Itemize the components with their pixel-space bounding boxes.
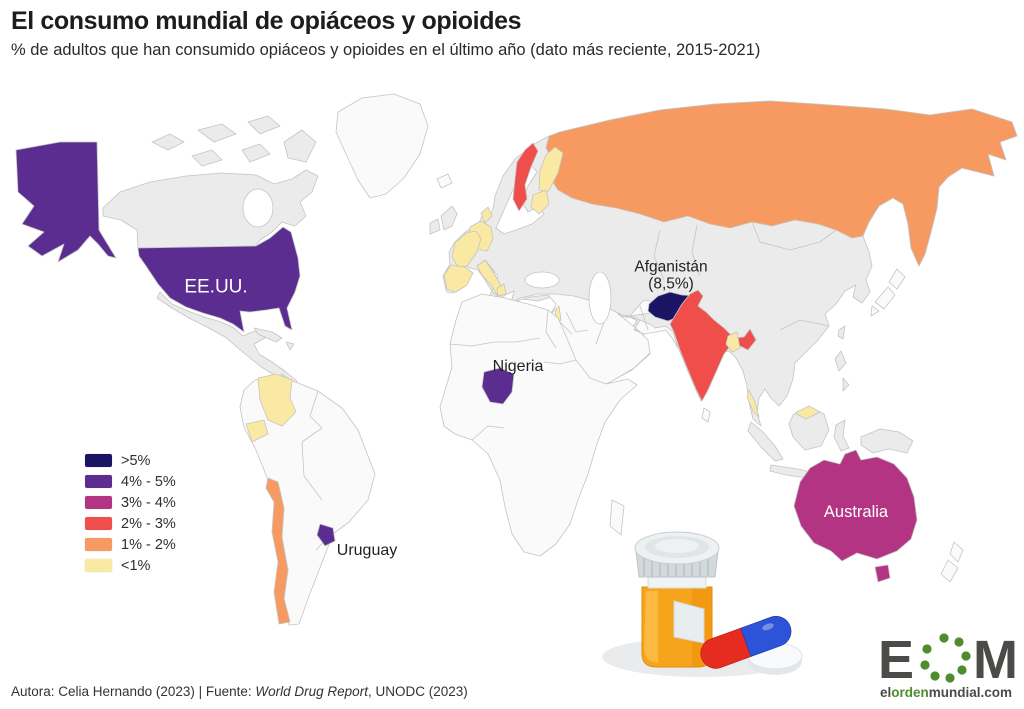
island-taiwan — [837, 325, 846, 340]
country-nigeria — [481, 367, 515, 405]
legend-swatch-4-5 — [85, 475, 112, 488]
country-canada — [102, 169, 319, 249]
label-afghanistan-name: Afganistán — [634, 258, 708, 276]
country-bangladesh — [725, 331, 741, 353]
legend-swatch-lt1 — [85, 559, 112, 572]
hudson-bay — [242, 188, 274, 228]
country-australia — [793, 449, 918, 562]
country-spain — [443, 264, 474, 293]
continent-africa — [439, 293, 638, 557]
caspian-sea — [588, 271, 612, 325]
country-denmark — [480, 206, 493, 224]
eom-logo: E M elordenmundial.com — [878, 630, 1016, 700]
credit-source: World Drug Report — [255, 684, 368, 699]
logo-domain-orden: orden — [891, 685, 929, 700]
region-mexico-central-america — [156, 291, 298, 389]
legend-label-2-3: 2% - 3% — [121, 515, 176, 532]
header: El consumo mundial de opiáceos y opioide… — [11, 7, 761, 60]
country-iceland — [436, 173, 453, 189]
label-usa: EE.UU. — [184, 276, 248, 298]
legend-label-4-5: 4% - 5% — [121, 473, 176, 490]
logo-letter-m: M — [973, 630, 1016, 690]
arctic-islands — [151, 115, 317, 167]
logo-letter-e: E — [878, 630, 914, 690]
map-legend: >5% 4% - 5% 3% - 4% 2% - 3% 1% - 2% <1% — [85, 450, 176, 576]
caribbean-islands — [253, 327, 295, 351]
continent-south-america — [239, 374, 376, 626]
island-sumatra — [747, 421, 784, 462]
legend-label-gt5: >5% — [121, 452, 151, 469]
island-new-guinea — [860, 428, 914, 454]
country-uk — [440, 205, 458, 231]
label-afghanistan: Afganistán (8,5%) — [634, 259, 707, 294]
legend-item: 4% - 5% — [85, 471, 176, 492]
islands-philippines — [834, 350, 850, 392]
legend-item: 1% - 2% — [85, 534, 176, 555]
legend-swatch-1-2 — [85, 538, 112, 551]
country-madagascar — [609, 499, 625, 536]
label-australia: Australia — [823, 502, 889, 521]
legend-item: <1% — [85, 555, 176, 576]
country-new-zealand — [940, 541, 964, 583]
world-choropleth-map — [15, 93, 1018, 626]
capsule — [700, 616, 792, 669]
logo-domain-rest: mundial.com — [929, 685, 1012, 700]
logo-dotted-o-icon — [920, 633, 971, 683]
country-chile — [265, 477, 291, 625]
island-sulawesi — [833, 419, 850, 452]
legend-label-lt1: <1% — [121, 557, 151, 574]
logo-domain-el: el — [880, 685, 891, 700]
asia-borders — [653, 221, 837, 331]
country-sri-lanka — [701, 407, 711, 423]
credit-suffix: , UNODC (2023) — [367, 684, 468, 699]
country-baltics — [530, 189, 550, 215]
country-finland — [538, 146, 564, 193]
legend-item: 3% - 4% — [85, 492, 176, 513]
label-uruguay: Uruguay — [336, 542, 398, 560]
country-ireland — [429, 218, 441, 235]
page-title: El consumo mundial de opiáceos y opioide… — [11, 7, 522, 35]
country-japan — [870, 268, 906, 317]
south-america-borders — [301, 390, 331, 551]
label-afghanistan-value: (8,5%) — [648, 276, 694, 293]
country-usa-alaska — [15, 141, 117, 263]
country-india — [669, 289, 757, 402]
country-ecuador — [245, 419, 269, 443]
country-russia — [545, 100, 1018, 267]
country-france — [451, 230, 482, 268]
country-malaysia — [746, 389, 821, 420]
legend-label-3-4: 3% - 4% — [121, 494, 176, 511]
legend-swatch-2-3 — [85, 517, 112, 530]
legend-item: 2% - 3% — [85, 513, 176, 534]
country-greenland — [335, 93, 429, 199]
country-uruguay — [316, 523, 336, 547]
country-greece — [496, 283, 507, 297]
legend-label-1-2: 1% - 2% — [121, 536, 176, 553]
credit-line: Autora: Celia Hernando (2023) | Fuente: … — [11, 684, 468, 699]
island-tasmania — [874, 564, 891, 583]
logo-domain: elordenmundial.com — [880, 685, 1012, 700]
country-sweden — [512, 142, 539, 212]
page-subtitle: % de adultos que han consumido opiáceos … — [11, 40, 761, 59]
africa-borders — [449, 309, 577, 441]
country-colombia — [257, 373, 297, 427]
legend-swatch-gt5 — [85, 454, 112, 467]
legend-swatch-3-4 — [85, 496, 112, 509]
legend-item: >5% — [85, 450, 176, 471]
credit-prefix: Autora: Celia Hernando (2023) | Fuente: — [11, 684, 256, 699]
black-sea — [524, 271, 560, 289]
label-nigeria: Nigeria — [492, 358, 544, 376]
pill-bottle-illustration — [602, 531, 803, 677]
country-usa — [137, 226, 301, 333]
